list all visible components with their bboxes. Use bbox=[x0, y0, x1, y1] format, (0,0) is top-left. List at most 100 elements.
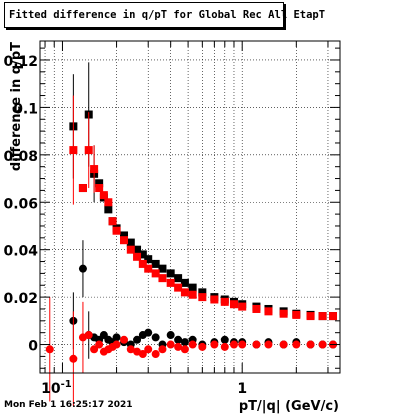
data-point-square bbox=[120, 236, 129, 245]
data-point-square bbox=[180, 288, 189, 297]
data-point-circle bbox=[151, 333, 160, 342]
data-point-circle bbox=[112, 333, 121, 342]
data-point-square bbox=[108, 217, 117, 226]
plot-frame bbox=[39, 40, 341, 374]
data-point-circle bbox=[45, 345, 54, 354]
data-point-square bbox=[84, 146, 93, 155]
data-point-square bbox=[126, 245, 135, 254]
data-point-circle bbox=[220, 342, 229, 351]
data-point-square bbox=[198, 288, 207, 297]
title-box: Fitted difference in q/pT for Global Rec… bbox=[4, 2, 325, 28]
data-point-square bbox=[318, 312, 327, 321]
data-point-circle bbox=[279, 340, 288, 349]
y-tick-label: 0.04 bbox=[3, 244, 38, 260]
data-point-circle bbox=[238, 340, 247, 349]
data-point-circle bbox=[210, 340, 219, 349]
data-point-circle bbox=[126, 345, 135, 354]
data-point-circle bbox=[84, 331, 93, 340]
data-point-circle bbox=[151, 350, 160, 359]
data-point-circle bbox=[180, 345, 189, 354]
data-point-circle bbox=[198, 342, 207, 351]
data-point-circle bbox=[95, 340, 104, 349]
data-point-circle bbox=[144, 345, 153, 354]
data-point-square bbox=[133, 245, 142, 254]
footer-timestamp: Mon Feb 1 16:25:17 2021 bbox=[4, 400, 133, 410]
x-tick-label: 10-1 bbox=[41, 379, 72, 397]
data-point-circle bbox=[318, 340, 327, 349]
tick-labels: 0 0.02 0.04 0.06 0.08 0.1 0.12 10-1 1 bbox=[3, 54, 247, 397]
data-point-square bbox=[104, 205, 113, 214]
y-tick-label: 0.06 bbox=[3, 196, 38, 212]
data-point-square bbox=[198, 293, 207, 302]
data-point-square bbox=[144, 264, 153, 273]
y-tick-label: 0 bbox=[28, 339, 38, 355]
data-point-circle bbox=[180, 338, 189, 347]
axis-ticks bbox=[40, 41, 340, 373]
data-point-circle bbox=[306, 340, 315, 349]
data-point-circle bbox=[264, 340, 273, 349]
y-axis-label: difference in q/pT bbox=[9, 42, 24, 171]
data-point-circle bbox=[78, 264, 87, 273]
data-point-circle bbox=[90, 345, 99, 354]
data-point-square bbox=[238, 302, 247, 311]
data-point-square bbox=[188, 290, 197, 299]
data-point-square bbox=[138, 250, 147, 259]
data-point-circle bbox=[158, 345, 167, 354]
y-tick-label: 0.02 bbox=[3, 291, 38, 307]
data-point-square bbox=[151, 259, 160, 268]
data-point-square bbox=[133, 252, 142, 261]
data-point-circle bbox=[166, 331, 175, 340]
data-point-square bbox=[220, 297, 229, 306]
y-tick-label: 0.12 bbox=[3, 54, 38, 70]
data-point-square bbox=[99, 191, 108, 200]
data-point-square bbox=[158, 264, 167, 273]
data-point-circle bbox=[220, 335, 229, 344]
data-point-circle bbox=[138, 350, 147, 359]
data-point-square bbox=[306, 312, 315, 321]
data-point-square bbox=[329, 312, 338, 321]
data-point-square bbox=[151, 269, 160, 278]
data-point-circle bbox=[144, 328, 153, 337]
data-point-circle bbox=[166, 340, 175, 349]
data-point-square bbox=[166, 269, 175, 278]
data-point-circle bbox=[229, 340, 238, 349]
data-points bbox=[45, 62, 338, 407]
data-point-square bbox=[126, 238, 135, 247]
data-point-square bbox=[158, 274, 167, 283]
data-point-square bbox=[138, 259, 147, 268]
data-point-square bbox=[78, 184, 87, 193]
data-point-circle bbox=[174, 335, 183, 344]
data-point-circle bbox=[133, 335, 142, 344]
data-point-circle bbox=[188, 340, 197, 349]
data-point-square bbox=[95, 179, 104, 188]
data-point-circle bbox=[292, 340, 301, 349]
y-tick-label: 0.08 bbox=[3, 149, 38, 165]
data-point-square bbox=[95, 184, 104, 193]
data-point-square bbox=[292, 310, 301, 319]
data-point-square bbox=[112, 226, 121, 235]
data-point-square bbox=[229, 300, 238, 309]
plot-frame-bg bbox=[40, 41, 340, 373]
y-tick-label: 0.1 bbox=[13, 101, 38, 117]
data-point-square bbox=[144, 255, 153, 264]
data-point-square bbox=[120, 231, 129, 240]
data-point-square bbox=[174, 283, 183, 292]
data-point-square bbox=[90, 165, 99, 174]
data-point-square bbox=[104, 198, 113, 207]
data-point-square bbox=[279, 309, 288, 318]
data-point-square bbox=[166, 278, 175, 287]
data-point-square bbox=[188, 283, 197, 292]
x-tick-label: 1 bbox=[237, 381, 247, 397]
data-point-circle bbox=[69, 354, 78, 363]
data-point-circle bbox=[120, 335, 129, 344]
x-axis-label: pT/|q| (GeV/c) bbox=[239, 399, 339, 414]
chart-title: Fitted difference in q/pT for Global Rec… bbox=[9, 9, 326, 21]
data-point-square bbox=[264, 307, 273, 316]
data-point-square bbox=[174, 274, 183, 283]
data-point-square bbox=[210, 295, 219, 304]
data-point-circle bbox=[112, 340, 121, 349]
data-point-square bbox=[252, 304, 261, 313]
data-point-circle bbox=[252, 340, 261, 349]
data-point-circle bbox=[174, 342, 183, 351]
